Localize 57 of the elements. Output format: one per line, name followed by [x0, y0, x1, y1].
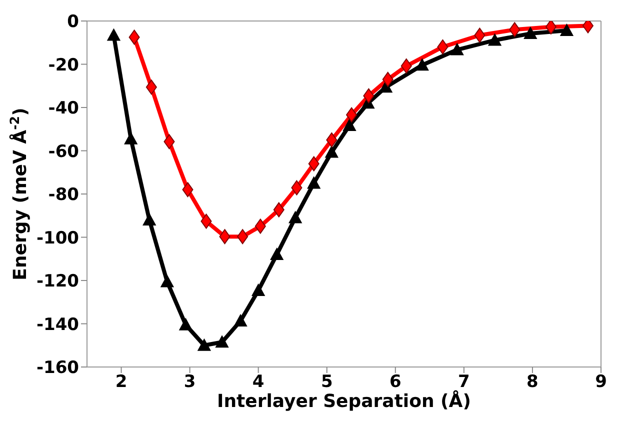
- point: [216, 336, 229, 348]
- point: [164, 134, 175, 150]
- point: [219, 229, 230, 244]
- point: [182, 182, 194, 198]
- point: [142, 213, 156, 226]
- y-tick-label: -80: [48, 185, 80, 206]
- y-tick-label: -40: [48, 98, 80, 119]
- point: [560, 24, 574, 36]
- point: [146, 80, 157, 95]
- point: [234, 314, 248, 326]
- x-tick-label: 4: [252, 372, 264, 392]
- point: [252, 284, 265, 296]
- point: [308, 156, 320, 172]
- point: [325, 146, 338, 158]
- point: [128, 30, 140, 45]
- point: [200, 214, 212, 229]
- x-tick-label: 6: [389, 372, 402, 392]
- x-axis-title: Interlayer Separation (Å): [217, 390, 471, 412]
- y-tick-label: 0: [67, 12, 80, 32]
- x-tick-label: 8: [526, 372, 538, 392]
- point: [524, 27, 537, 40]
- point: [288, 211, 302, 224]
- point: [437, 39, 448, 54]
- y-tick-label: -20: [48, 55, 80, 76]
- y-tick-label: -120: [36, 272, 80, 292]
- x-tick-label: 5: [320, 372, 333, 392]
- point: [270, 248, 284, 260]
- x-tick-label: 9: [595, 372, 607, 392]
- point: [400, 58, 412, 74]
- point: [160, 275, 174, 288]
- point: [198, 338, 211, 351]
- point: [124, 132, 138, 144]
- point: [326, 132, 338, 148]
- point: [107, 28, 120, 41]
- point: [307, 176, 320, 189]
- y-tick-label: -140: [36, 314, 80, 335]
- point: [342, 118, 356, 131]
- point: [273, 202, 284, 218]
- point: [488, 34, 502, 46]
- x-tick-label: 3: [184, 372, 196, 392]
- point: [474, 28, 486, 43]
- x-tick-label: 7: [458, 372, 470, 392]
- point: [179, 318, 192, 330]
- point: [450, 43, 464, 56]
- point: [237, 229, 248, 244]
- y-tick-label: -100: [36, 228, 80, 248]
- point: [509, 22, 520, 38]
- point: [346, 107, 358, 122]
- point: [363, 88, 374, 104]
- point: [254, 218, 266, 234]
- point: [545, 21, 556, 34]
- point: [291, 180, 302, 196]
- point: [416, 58, 429, 71]
- y-tick-label: -160: [36, 358, 80, 378]
- point: [382, 72, 394, 87]
- y-tick-label: -60: [48, 142, 80, 162]
- x-tick-label: 2: [115, 372, 128, 392]
